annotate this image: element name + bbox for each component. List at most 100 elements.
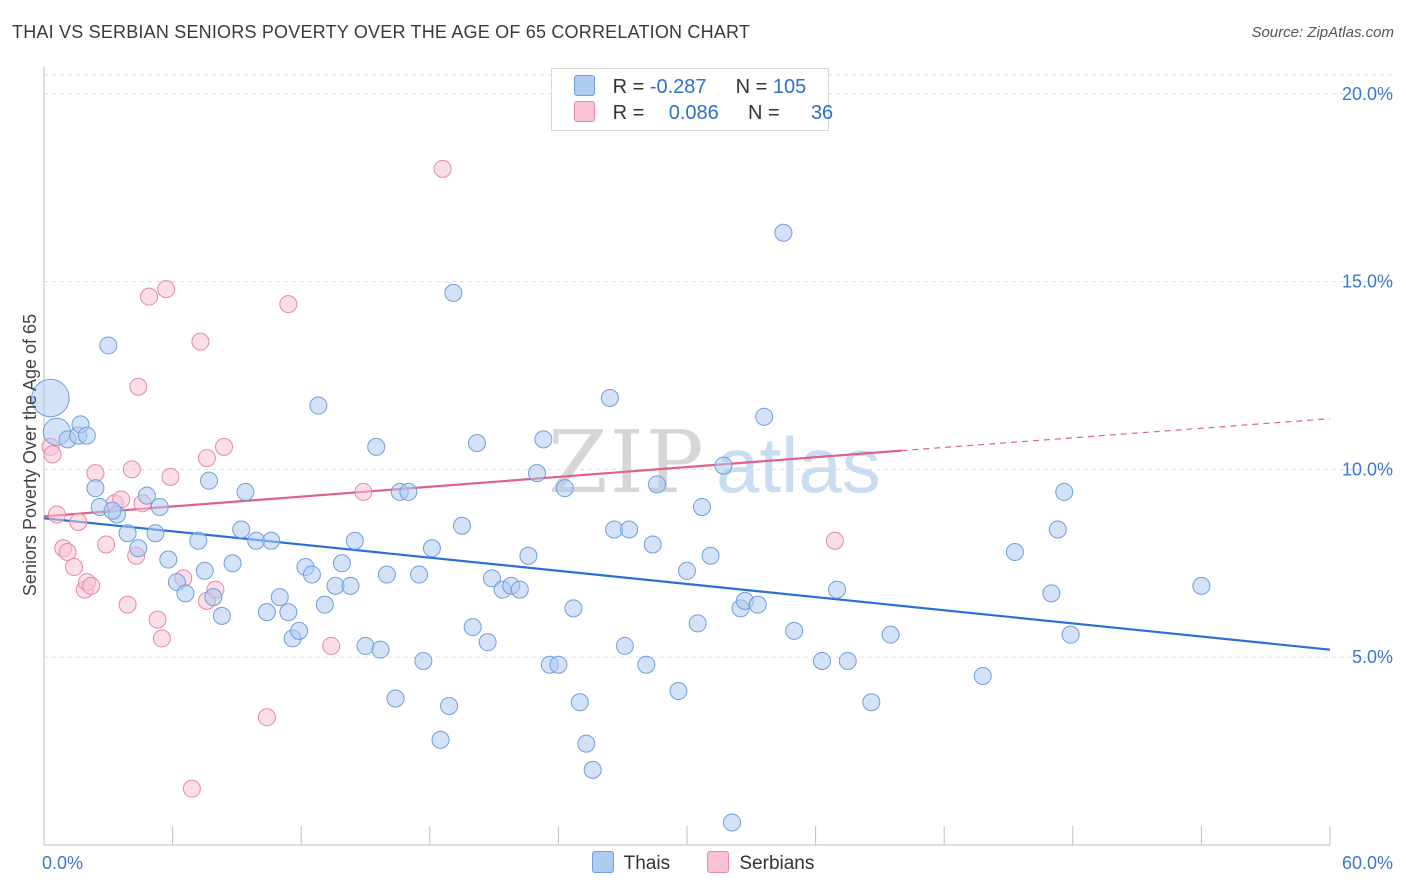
thais-point — [1061, 625, 1080, 644]
thais-point — [452, 516, 471, 535]
n-label: N = — [747, 102, 780, 124]
r-label: R = — [612, 102, 645, 124]
thais-point — [99, 336, 118, 355]
thais-point — [669, 682, 688, 700]
thais-point — [620, 520, 639, 539]
serbians-point — [433, 159, 452, 178]
serbians-point — [215, 437, 234, 456]
thais-point — [410, 565, 429, 584]
thais-point — [510, 580, 529, 599]
serbians-point — [58, 543, 77, 562]
thais-point — [146, 524, 165, 543]
thais-point — [828, 580, 847, 599]
serbians-point — [43, 445, 62, 464]
serbians-point — [69, 512, 88, 531]
thais-point — [643, 535, 662, 554]
serbians-point — [86, 464, 105, 483]
thais-point — [478, 633, 497, 652]
serbians-point — [97, 535, 116, 554]
thais-point — [341, 576, 360, 595]
thais-point — [1048, 520, 1067, 539]
thais-point — [714, 456, 733, 475]
serbians-trend-extension — [901, 418, 1331, 452]
thais-point — [290, 621, 309, 640]
thais-swatch — [591, 851, 614, 873]
thais-point — [605, 520, 624, 539]
thais-point — [647, 475, 666, 494]
serbians-point — [140, 287, 159, 306]
n-value: 36 — [810, 102, 834, 124]
serbians-point — [129, 377, 148, 396]
thais-swatch — [574, 75, 595, 96]
thais-point — [223, 554, 242, 573]
thais-trend-line — [43, 517, 1331, 651]
source-credit: Source: ZipAtlas.com — [1251, 24, 1394, 41]
thais-point — [583, 760, 602, 779]
thais-point — [232, 520, 251, 539]
watermark-atlas: atlas — [716, 421, 881, 509]
thais-point — [236, 482, 255, 501]
serbians-point — [191, 332, 210, 351]
watermark: ZIP atlas — [548, 413, 881, 513]
thais-point — [564, 599, 583, 618]
thais-point — [467, 434, 486, 453]
thais-point — [200, 471, 219, 490]
watermark-zip: ZIP — [548, 413, 706, 513]
thais-point — [103, 501, 122, 520]
r-value: -0.287 — [649, 76, 707, 98]
thais-point — [1055, 482, 1074, 501]
thais-point — [774, 223, 793, 242]
thais-point — [701, 546, 720, 565]
thais-point — [204, 588, 223, 607]
thais-point — [482, 569, 501, 588]
n-value: 105 — [772, 76, 807, 98]
thais-point — [973, 666, 992, 685]
legend-label-serbians: Serbians — [739, 853, 815, 874]
y-tick-label: 20.0% — [1342, 84, 1393, 104]
x-tick-label: 60.0% — [1342, 853, 1393, 873]
serbians-trend-line — [43, 449, 902, 518]
thais-point — [159, 550, 178, 569]
thais-point — [332, 554, 351, 573]
y-tick-label: 5.0% — [1352, 647, 1393, 667]
thais-point — [189, 531, 208, 550]
legend-item-thais[interactable]: Thais — [591, 851, 670, 875]
thais-point — [1005, 543, 1024, 562]
thais-point — [440, 697, 459, 716]
thais-point — [755, 407, 774, 426]
thais-point — [86, 479, 105, 498]
stats-legend: R = -0.287 N = 105 R = 0.086 N = 36 — [551, 68, 833, 131]
serbians-swatch — [707, 851, 730, 873]
thais-point — [270, 588, 289, 607]
legend-item-serbians[interactable]: Serbians — [707, 851, 814, 875]
thais-point — [748, 595, 767, 614]
thais-point — [302, 565, 321, 584]
thais-point — [345, 531, 364, 550]
serbians-point — [825, 531, 844, 550]
y-axis-label: Seniors Poverty Over the Age of 65 — [20, 313, 40, 597]
series-legend: Thais Serbians — [0, 851, 1406, 875]
thais-point — [688, 614, 707, 633]
thais-point — [150, 497, 169, 516]
serbians-point — [197, 449, 216, 468]
serbians-point — [157, 280, 176, 299]
serbians-point — [152, 629, 171, 648]
thais-point — [785, 621, 804, 640]
thais-point — [129, 539, 148, 558]
thais-point — [570, 693, 589, 712]
thais-point — [377, 565, 396, 584]
thais-point — [77, 426, 96, 445]
serbians-point — [322, 636, 341, 655]
thais-point — [257, 603, 276, 622]
thais-point — [262, 531, 281, 550]
thais-point — [399, 482, 418, 501]
thais-point — [1192, 576, 1211, 595]
serbians-point — [354, 482, 373, 501]
serbians-point — [182, 779, 201, 798]
y-tick-label: 10.0% — [1342, 459, 1393, 479]
thais-point — [137, 486, 156, 505]
thais-point — [371, 640, 390, 659]
serbians-point — [122, 460, 141, 479]
y-tick-label: 15.0% — [1342, 272, 1393, 292]
serbians-swatch — [574, 101, 595, 122]
